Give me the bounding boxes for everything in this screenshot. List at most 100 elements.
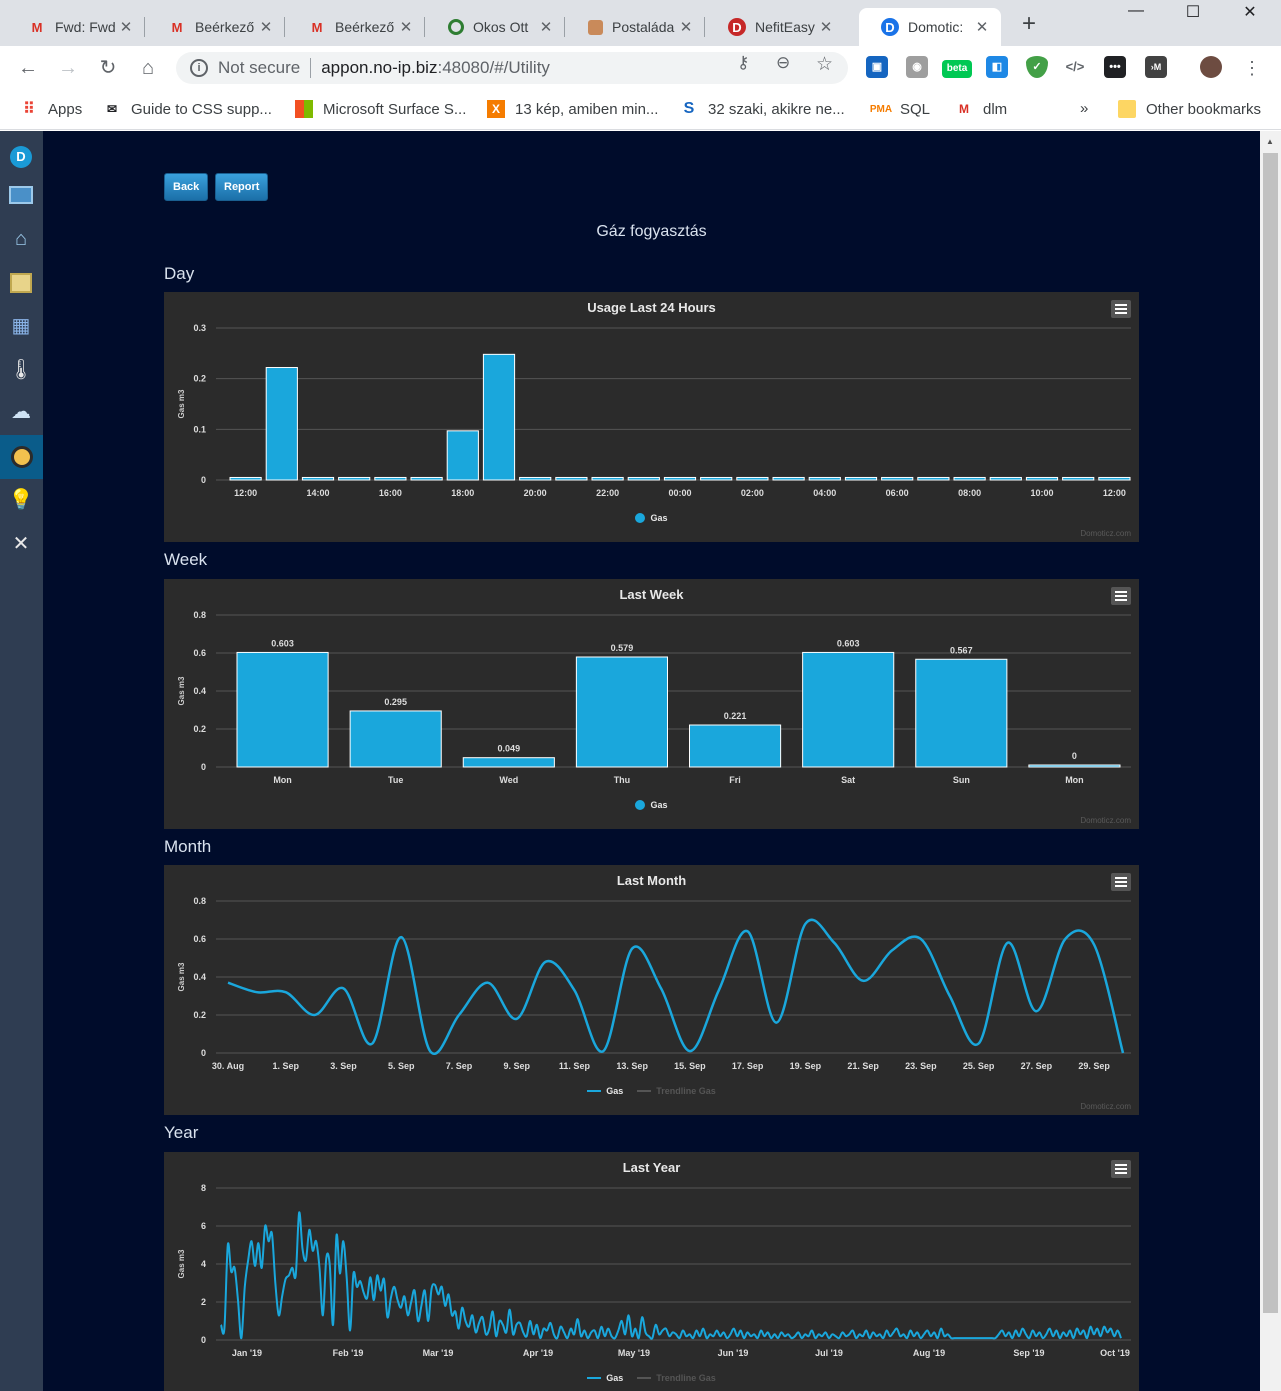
bookmark-sql[interactable]: PMA SQL [870, 100, 931, 118]
x-tick-label: 02:00 [741, 488, 764, 498]
close-icon[interactable]: ✕ [539, 19, 553, 36]
lightbulb-icon[interactable]: 💡 [8, 488, 34, 511]
scrollbar-thumb[interactable] [1263, 153, 1278, 1313]
close-icon[interactable]: ✕ [679, 19, 693, 36]
tools-icon[interactable]: ✕ [12, 532, 30, 555]
chart-credit[interactable]: Domoticz.com [1080, 529, 1131, 538]
legend-label: Gas [606, 1373, 624, 1383]
extension-icon[interactable]: ▣ [866, 56, 888, 78]
folder-icon [1118, 100, 1136, 118]
key-icon[interactable]: ⚷ [737, 53, 750, 72]
legend-item-trendline[interactable]: Trendline Gas [637, 1086, 716, 1096]
avatar[interactable] [1200, 56, 1222, 78]
close-icon[interactable]: ✕ [399, 19, 413, 36]
weather-icon[interactable]: ☁ [11, 400, 31, 423]
page-scrollbar[interactable]: ▲ [1260, 131, 1281, 1391]
tab-label: Beérkező [195, 19, 255, 35]
tab-okos[interactable]: Okos Ott ✕ [426, 8, 565, 46]
legend-item-trendline[interactable]: Trendline Gas [637, 1373, 716, 1383]
shield-icon[interactable]: ✓ [1026, 56, 1048, 78]
chart-menu-icon[interactable] [1111, 1160, 1131, 1178]
camera-icon[interactable]: ◉ [906, 56, 928, 78]
bookmarks-overflow[interactable]: » [1080, 100, 1089, 117]
x-tick-label: Sat [841, 775, 855, 785]
star-icon[interactable]: ☆ [816, 54, 834, 75]
back-arrow-icon[interactable]: ← [18, 57, 38, 79]
scenes-icon[interactable]: ▦ [11, 314, 31, 337]
home-icon[interactable]: ⌂ [14, 227, 28, 250]
maximize-button[interactable]: ☐ [1185, 4, 1201, 21]
data-label: 0.221 [724, 711, 747, 721]
tab-fwd[interactable]: M Fwd: Fwd ✕ [6, 8, 145, 46]
dashboard-icon[interactable] [7, 181, 35, 209]
temperature-icon[interactable]: 🌡 [8, 358, 34, 381]
extension-icon[interactable]: ›M [1145, 56, 1167, 78]
bookmark-13-kep[interactable]: X 13 kép, amiben min... [487, 100, 658, 118]
chart-menu-icon[interactable] [1111, 873, 1131, 891]
close-icon[interactable]: ✕ [119, 19, 133, 36]
bookmark-dlm[interactable]: M dlm [955, 100, 1007, 118]
data-label: 0 [1072, 751, 1077, 761]
scroll-up-icon[interactable]: ▲ [1266, 137, 1274, 146]
x-tick-label: 08:00 [958, 488, 981, 498]
bookmark-microsoft[interactable]: Microsoft Surface S... [295, 100, 466, 118]
x-tick-label: 06:00 [886, 488, 909, 498]
y-tick-label: 0.8 [193, 896, 206, 906]
new-tab-button[interactable]: + [1021, 10, 1036, 37]
bookmark-label: Other bookmarks [1146, 100, 1262, 118]
y-tick-label: 6 [201, 1221, 206, 1231]
y-axis-label: Gas m3 [177, 676, 186, 705]
bookmark-32-szaki[interactable]: S 32 szaki, akikre ne... [680, 100, 845, 118]
chart-menu-icon[interactable] [1111, 300, 1131, 318]
tab-domoticz[interactable]: D Domotic: ✕ [859, 8, 1001, 46]
x-tick-label: Jan '19 [232, 1348, 262, 1358]
back-button[interactable]: Back [164, 173, 209, 201]
beta-extension-icon[interactable]: beta [942, 60, 972, 78]
close-icon[interactable]: ✕ [819, 19, 833, 36]
report-button[interactable]: Report [215, 173, 269, 201]
close-window-button[interactable]: ✕ [1243, 4, 1257, 21]
chart-menu-icon[interactable] [1111, 587, 1131, 605]
minimize-button[interactable]: — [1128, 2, 1144, 19]
x-icon: X [487, 100, 505, 118]
tab-inbox-1[interactable]: M Beérkező ✕ [146, 8, 285, 46]
x-tick-label: 15. Sep [674, 1061, 706, 1071]
chart-week-svg: 0 0.2 0.4 0.6 0.8 Gas m3 0.603 0.295 0.049 0.579 0… [177, 610, 1131, 785]
extension-icon[interactable]: ◧ [986, 56, 1008, 78]
code-icon[interactable]: </> [1064, 56, 1086, 78]
tab-nefit[interactable]: D NefitEasy ✕ [706, 8, 845, 46]
close-icon[interactable]: ✕ [259, 19, 273, 36]
utility-icon[interactable] [0, 435, 43, 479]
tab-postalada[interactable]: Postaláda ✕ [566, 8, 705, 46]
bookmark-label: SQL [900, 100, 931, 118]
forward-arrow-icon[interactable]: → [58, 57, 78, 79]
x-tick-label: Jun '19 [718, 1348, 749, 1358]
legend-item-gas[interactable]: Gas [587, 1086, 623, 1096]
bar [338, 476, 371, 481]
close-icon[interactable]: ✕ [975, 19, 989, 36]
chart-legend: Gas Trendline Gas [164, 1086, 1139, 1096]
other-bookmarks[interactable]: Other bookmarks [1118, 100, 1261, 118]
bookmarks-bar: ⠿ Apps ✉ Guide to CSS supp... Microsoft … [0, 90, 1281, 130]
address-bar[interactable]: i Not secure appon.no-ip.biz:48080/#/Uti… [176, 52, 848, 84]
bookmark-apps[interactable]: ⠿ Apps [20, 100, 82, 119]
bar [1028, 764, 1121, 768]
chart-credit[interactable]: Domoticz.com [1080, 816, 1131, 825]
floorplan-icon[interactable] [7, 269, 35, 297]
reload-icon[interactable]: ↻ [99, 57, 117, 79]
legend-item-gas[interactable]: Gas [635, 513, 668, 523]
chart-credit[interactable]: Domoticz.com [1080, 1102, 1131, 1111]
domoticz-logo-icon[interactable]: D [7, 143, 35, 171]
legend-item-gas[interactable]: Gas [635, 800, 668, 810]
tab-inbox-2[interactable]: M Beérkező ✕ [286, 8, 425, 46]
section-month-heading: Month [164, 837, 212, 856]
legend-item-gas[interactable]: Gas [587, 1373, 623, 1383]
y-tick-label: 0 [201, 475, 206, 485]
menu-dots-icon[interactable]: ⋮ [1243, 58, 1261, 78]
domoticz-icon: D [881, 18, 899, 36]
bookmark-css-guide[interactable]: ✉ Guide to CSS supp... [103, 100, 272, 118]
extension-icon[interactable]: ••• [1104, 56, 1126, 78]
home-icon[interactable]: ⌂ [141, 57, 155, 79]
zoom-icon[interactable]: ⊖ [776, 53, 791, 72]
info-icon[interactable]: i [190, 59, 208, 77]
